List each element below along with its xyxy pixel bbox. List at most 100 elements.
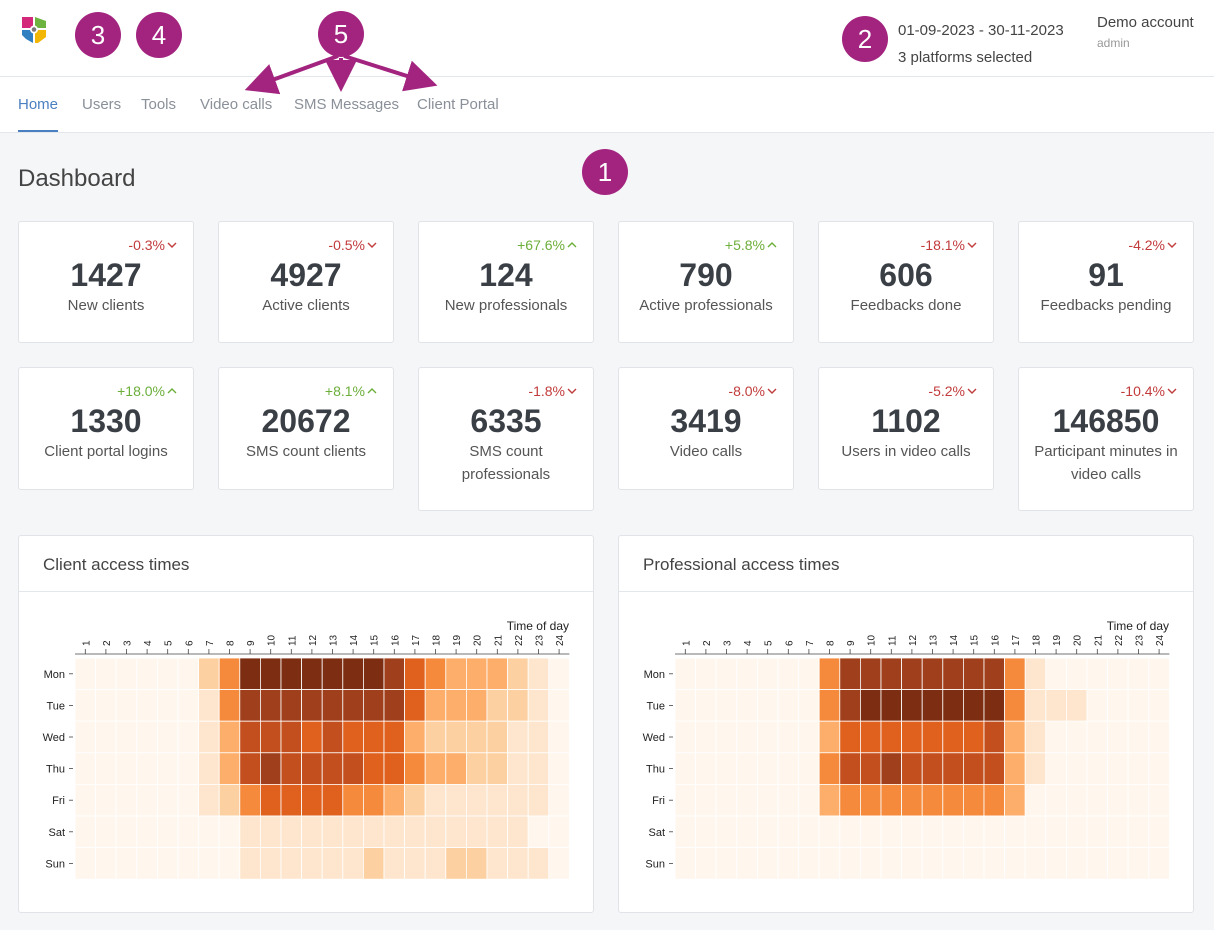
heatmap-cell	[1045, 847, 1067, 880]
heatmap-cell	[942, 720, 964, 754]
heatmap-cell	[342, 815, 364, 849]
heatmap-cell	[259, 689, 282, 722]
heatmap-cell	[548, 720, 570, 754]
heatmap-cell	[880, 847, 903, 880]
heatmap-cell	[321, 689, 344, 722]
stat-card-client-portal-logins: +18.0% 1330 Client portal logins	[18, 367, 194, 490]
y-tick-label: Tue	[646, 700, 665, 712]
stat-card-participant-minutes: -10.4% 146850 Participant minutes in vid…	[1018, 367, 1194, 511]
heatmap-cell	[1024, 752, 1047, 785]
heatmap-cell	[362, 815, 385, 849]
chevron-up-icon	[165, 383, 177, 399]
heatmap-cell	[818, 783, 841, 817]
heatmap-cell	[674, 783, 697, 817]
heatmap-cell	[674, 847, 697, 880]
heatmap-cell	[465, 752, 488, 785]
x-tick-label: 6	[784, 640, 795, 646]
chevron-down-icon	[1165, 383, 1177, 399]
heatmap-cell	[1086, 657, 1109, 691]
heatmap-cell	[198, 847, 220, 880]
stat-delta: -0.3%	[128, 237, 177, 253]
heatmap-cell	[404, 657, 426, 691]
heatmap-cell	[383, 847, 406, 880]
x-tick-label: 21	[1093, 634, 1104, 646]
heatmap-cell	[715, 657, 738, 691]
heatmap-cell	[1127, 783, 1150, 817]
chevron-down-icon	[365, 237, 377, 253]
app-logo[interactable]	[20, 15, 48, 45]
heatmap-cell	[798, 815, 820, 849]
heatmap-cell	[527, 657, 550, 691]
heatmap-cell	[695, 657, 717, 691]
nav-client-portal[interactable]: Client Portal	[417, 96, 499, 113]
heatmap-cell	[1024, 720, 1047, 754]
heatmap-cell	[1086, 783, 1109, 817]
heatmap-cell	[798, 752, 820, 785]
heatmap-cell	[818, 720, 841, 754]
heatmap-cell	[527, 689, 550, 722]
heatmap-cell	[736, 783, 758, 817]
nav-tools[interactable]: Tools	[141, 96, 177, 113]
heatmap-cell	[404, 752, 426, 785]
heatmap-cell	[901, 657, 923, 691]
panel-title: Client access times	[19, 536, 593, 592]
x-axis-title: Time of day	[1107, 619, 1169, 633]
stat-label: Active clients	[262, 297, 350, 314]
nav-sms-messages[interactable]: SMS Messages	[294, 96, 400, 113]
heatmap-cell	[259, 783, 282, 817]
heatmap-cell	[839, 657, 861, 691]
heatmap-cell	[136, 783, 158, 817]
x-tick-label: 19	[1052, 634, 1063, 646]
date-range-selector[interactable]: 01-09-2023 - 30-11-2023 3 platforms sele…	[898, 17, 1064, 71]
heatmap-cell	[715, 783, 738, 817]
nav-home[interactable]: Home	[18, 96, 59, 113]
heatmap-cell	[136, 847, 158, 880]
heatmap-cell	[486, 720, 509, 754]
heatmap-cell	[445, 720, 467, 754]
heatmap-cell	[962, 847, 985, 880]
y-tick-label: Wed	[643, 732, 665, 744]
heatmap-cell	[1107, 657, 1129, 691]
heatmap-cell	[527, 752, 550, 785]
heatmap-cell	[983, 657, 1006, 691]
heatmap-cell	[674, 720, 697, 754]
x-tick-label: 7	[205, 640, 216, 646]
nav-users[interactable]: Users	[82, 96, 122, 113]
stat-value: 124	[479, 257, 533, 293]
x-tick-label: 13	[329, 634, 340, 646]
heatmap-cell	[798, 847, 820, 880]
nav-video-calls[interactable]: Video calls	[200, 96, 273, 113]
heatmap-cell	[445, 752, 467, 785]
x-tick-label: 22	[1114, 634, 1125, 646]
heatmap-cell	[301, 689, 323, 722]
heatmap-cell	[301, 657, 323, 691]
heatmap-cell	[465, 783, 488, 817]
heatmap-cell	[962, 720, 985, 754]
heatmap-cell	[715, 689, 738, 722]
x-tick-label: 7	[805, 640, 816, 646]
heatmap-cell	[177, 752, 200, 785]
stat-delta: -10.4%	[1121, 383, 1177, 399]
heatmap-cell	[736, 815, 758, 849]
heatmap-cell	[362, 689, 385, 722]
account-menu[interactable]: Demo account admin	[1097, 13, 1194, 53]
heatmap-cell	[115, 657, 138, 691]
heatmap-cell	[859, 783, 882, 817]
heatmap-cell	[818, 815, 841, 849]
heatmap-cell	[280, 752, 303, 785]
x-tick-label: 6	[184, 640, 195, 646]
heatmap-cell	[424, 847, 447, 880]
heatmap-cell	[1045, 752, 1067, 785]
heatmap-cell	[983, 815, 1006, 849]
x-tick-label: 3	[123, 640, 134, 646]
stat-label: SMS count clients	[245, 443, 367, 460]
heatmap-cell	[695, 720, 717, 754]
heatmap-cell	[156, 657, 179, 691]
stat-delta: -5.2%	[928, 383, 977, 399]
heatmap-cell	[962, 752, 985, 785]
heatmap-cell	[798, 783, 820, 817]
heatmap-cell	[342, 752, 364, 785]
heatmap-cell	[95, 847, 117, 880]
chevron-down-icon	[965, 237, 977, 253]
